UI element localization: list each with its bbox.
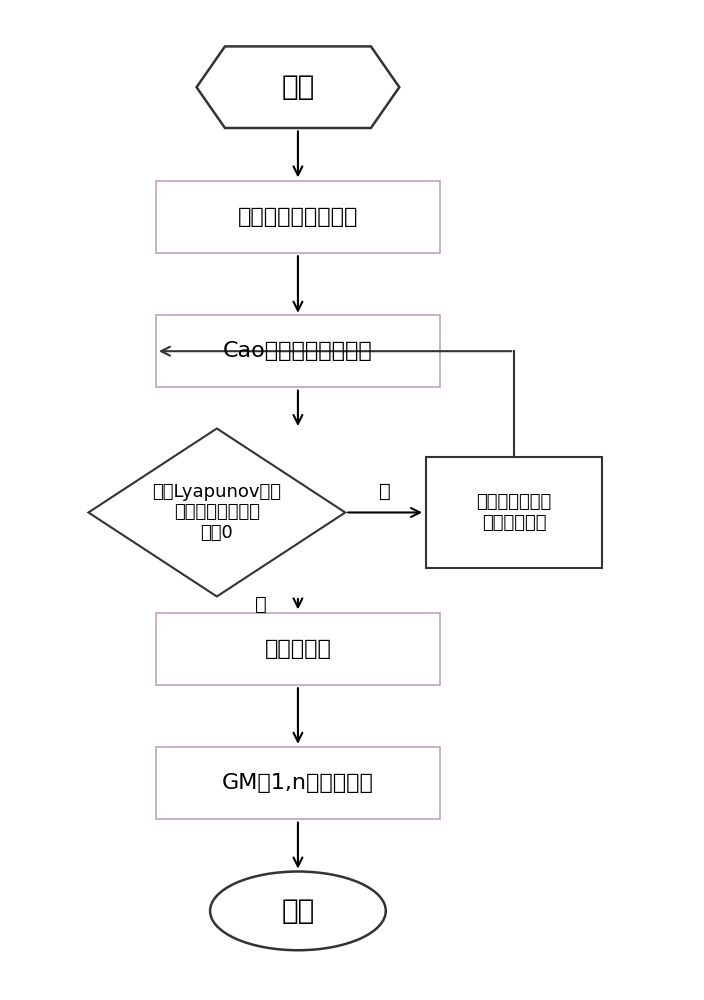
Text: Cao方法求取嵌入维数: Cao方法求取嵌入维数 xyxy=(223,341,373,361)
Text: 相空间重构: 相空间重构 xyxy=(265,639,332,659)
FancyBboxPatch shape xyxy=(156,315,440,387)
Polygon shape xyxy=(89,428,345,596)
FancyBboxPatch shape xyxy=(427,457,602,568)
Text: GM（1,n）灰色预测: GM（1,n）灰色预测 xyxy=(222,773,374,793)
Text: 最大Lyapunov指数
计算，判断是否都
大于0: 最大Lyapunov指数 计算，判断是否都 大于0 xyxy=(152,483,282,542)
FancyBboxPatch shape xyxy=(156,747,440,819)
Text: 开始: 开始 xyxy=(282,73,315,101)
Ellipse shape xyxy=(210,872,386,950)
FancyBboxPatch shape xyxy=(156,613,440,685)
Text: 结束: 结束 xyxy=(282,897,315,925)
Text: 是: 是 xyxy=(255,595,267,614)
Polygon shape xyxy=(196,46,399,128)
Text: 否: 否 xyxy=(379,482,391,501)
Text: 互信息法求时间延迟: 互信息法求时间延迟 xyxy=(238,207,358,227)
FancyBboxPatch shape xyxy=(156,181,440,253)
Text: 重新选取时间延
迟与嵌入维数: 重新选取时间延 迟与嵌入维数 xyxy=(477,493,552,532)
